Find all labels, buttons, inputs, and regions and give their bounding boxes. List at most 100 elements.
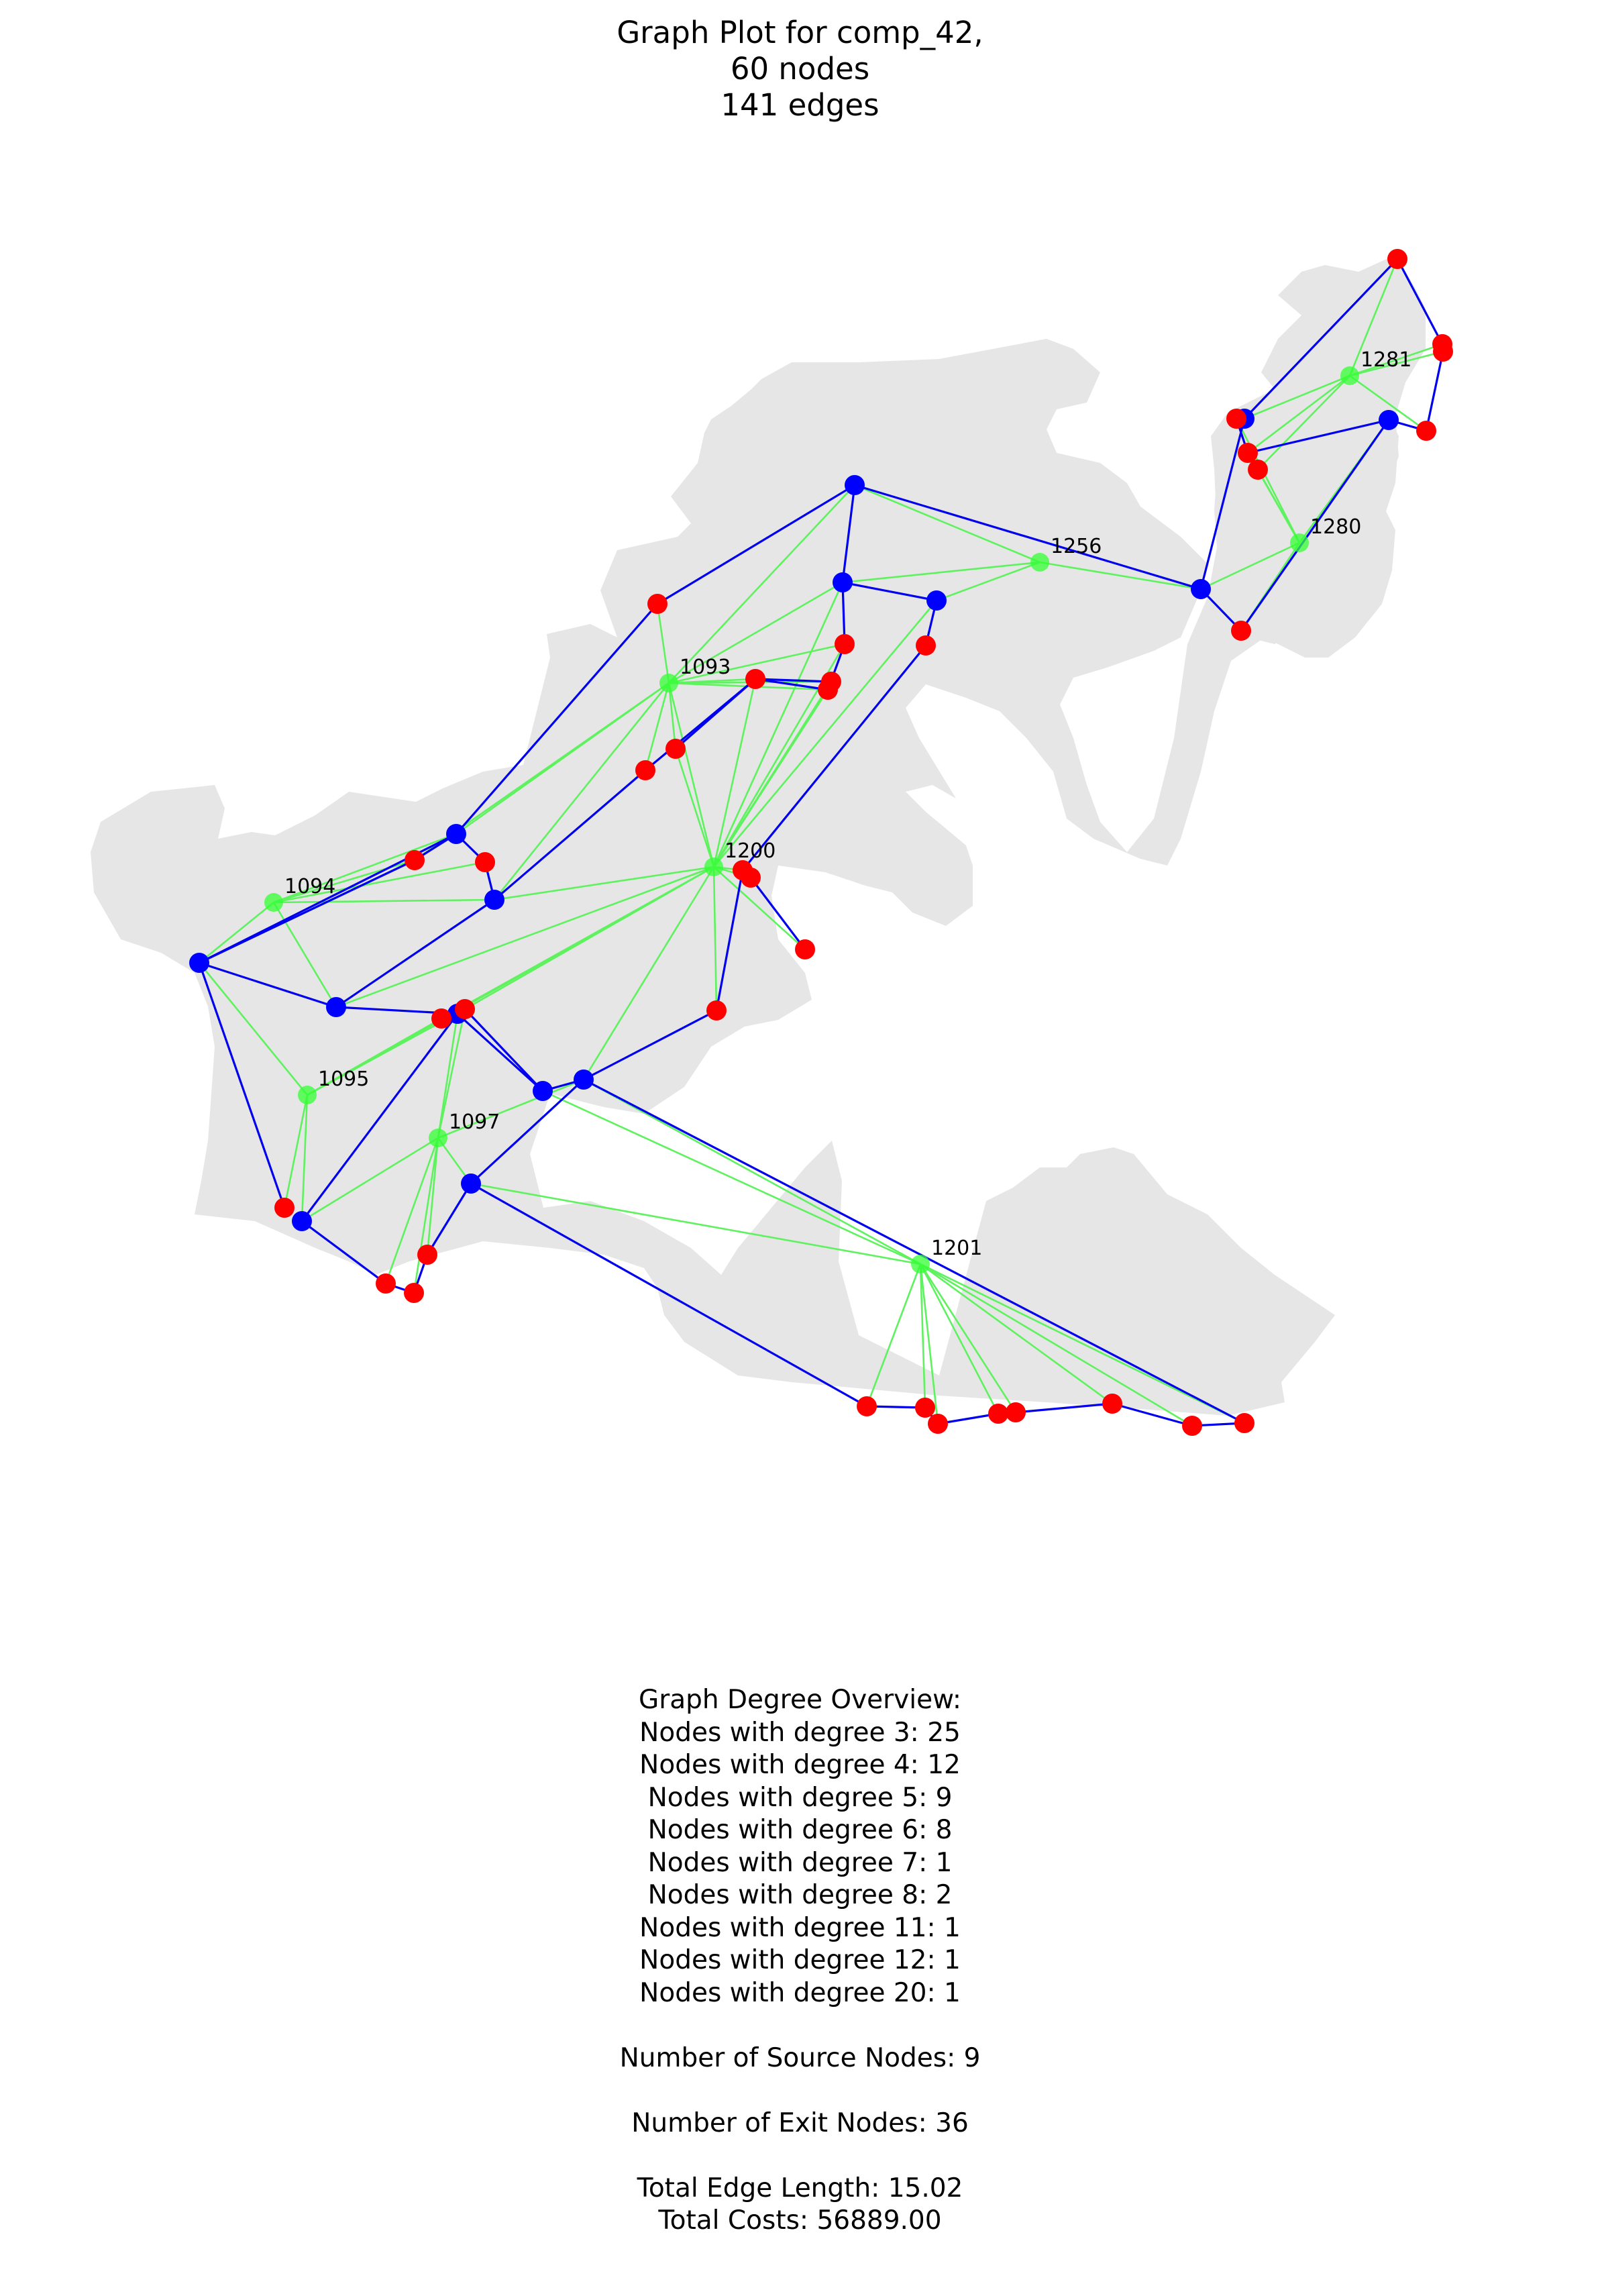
junction-node <box>926 590 947 611</box>
junction-node <box>1379 410 1399 430</box>
network-edge <box>657 484 855 605</box>
source-node <box>704 857 723 876</box>
junction-node <box>574 1069 594 1090</box>
exit-node <box>857 1396 877 1416</box>
exit-node <box>475 852 495 872</box>
source-edge <box>437 1013 459 1139</box>
network-edge <box>1015 1402 1113 1414</box>
degree-line: Nodes with degree 5: 9 <box>647 1782 953 1813</box>
source-edge <box>273 898 495 904</box>
degree-line: Nodes with degree 7: 1 <box>647 1847 953 1878</box>
degree-heading: Graph Degree Overview: <box>639 1685 961 1715</box>
source-edge <box>437 1008 466 1139</box>
junction-node <box>1191 579 1211 599</box>
land-region <box>1214 396 1399 644</box>
degree-line: Nodes with degree 8: 2 <box>647 1880 953 1910</box>
graph-nodes <box>189 249 1453 1436</box>
network-edge <box>470 1078 585 1185</box>
source-edge <box>920 1263 1193 1427</box>
source-edge <box>668 484 855 684</box>
network-edge <box>456 1012 544 1092</box>
network-edge <box>198 962 286 1208</box>
source-node <box>911 1255 930 1273</box>
source-edge <box>437 1078 584 1139</box>
source-edge <box>712 689 829 868</box>
network-edge <box>301 1220 386 1285</box>
source-edge <box>919 1263 926 1408</box>
exit-node <box>1226 409 1246 429</box>
exit-node <box>455 999 475 1019</box>
total-costs: Total Costs: 56889.00 <box>658 2205 942 2236</box>
network-edge <box>199 859 415 964</box>
junction-node <box>292 1211 312 1231</box>
source-edge <box>920 1263 1113 1405</box>
network-edge <box>199 961 337 1008</box>
exit-node <box>835 634 855 654</box>
exit-node <box>916 635 936 656</box>
source-node <box>1030 553 1049 572</box>
exit-node <box>417 1245 437 1265</box>
source-edge <box>1257 375 1350 470</box>
degree-line: Nodes with degree 6: 8 <box>647 1815 953 1845</box>
source-edge <box>854 484 1041 564</box>
exit-node <box>745 669 765 689</box>
source-edge <box>919 1263 1000 1414</box>
network-edge <box>493 769 647 901</box>
source-edge <box>919 1263 939 1424</box>
exit-node <box>431 1008 451 1029</box>
junction-node <box>326 997 346 1017</box>
node-id-label: 1093 <box>680 656 731 679</box>
source-edge <box>656 603 670 684</box>
exit-node <box>1231 621 1251 641</box>
network-edge <box>335 898 495 1008</box>
source-edge <box>936 561 1041 602</box>
network-edge <box>470 1182 867 1408</box>
source-edge <box>865 1263 922 1407</box>
source-edge <box>1349 374 1427 432</box>
exit-node <box>928 1414 948 1434</box>
source-edge <box>712 582 844 868</box>
network-edge <box>1396 258 1444 345</box>
network-edge <box>301 1013 459 1222</box>
source-edge <box>668 581 843 684</box>
source-edge <box>301 1094 309 1222</box>
source-edge <box>712 866 718 1011</box>
node-labels: 1256 1281 1280 1093 1200 1094 1095 1097 1201 <box>284 348 1411 1260</box>
network-edge <box>1243 258 1399 420</box>
exit-node <box>647 594 668 614</box>
source-edge <box>273 861 486 904</box>
exit-node <box>1387 249 1407 269</box>
source-edge <box>426 1137 439 1255</box>
title-line-3: 141 edges <box>721 87 879 123</box>
source-edge <box>1348 258 1399 376</box>
exit-node <box>665 739 686 759</box>
source-edge <box>1257 469 1301 543</box>
source-edge <box>335 866 714 1008</box>
source-edge <box>712 678 757 868</box>
exit-node <box>274 1198 295 1218</box>
source-edge <box>384 1137 439 1284</box>
source-edge <box>713 866 806 950</box>
network-edge <box>715 870 744 1011</box>
source-edge <box>713 600 937 868</box>
source-edge <box>1349 343 1443 377</box>
network-edge <box>455 603 659 835</box>
source-node <box>1290 533 1309 552</box>
source-edge <box>273 833 457 904</box>
source-edge <box>199 901 274 964</box>
source-edge <box>470 1182 921 1265</box>
degree-line: Nodes with degree 20: 1 <box>639 1977 961 2008</box>
network-edge <box>842 581 937 602</box>
node-id-label: 1094 <box>284 875 335 898</box>
junction-node <box>845 475 865 495</box>
degree-line: Nodes with degree 12: 1 <box>639 1945 961 1975</box>
title-line-2: 60 nodes <box>730 51 870 87</box>
junction-node <box>461 1173 481 1194</box>
source-edge <box>842 561 1041 584</box>
exit-node <box>818 680 838 700</box>
exit-node <box>405 850 425 870</box>
node-id-label: 1256 <box>1051 535 1102 558</box>
source-edge <box>301 1137 439 1222</box>
plot-title: Graph Plot for comp_42, 60 nodes 141 edg… <box>0 15 1600 123</box>
source-edge <box>582 866 715 1080</box>
